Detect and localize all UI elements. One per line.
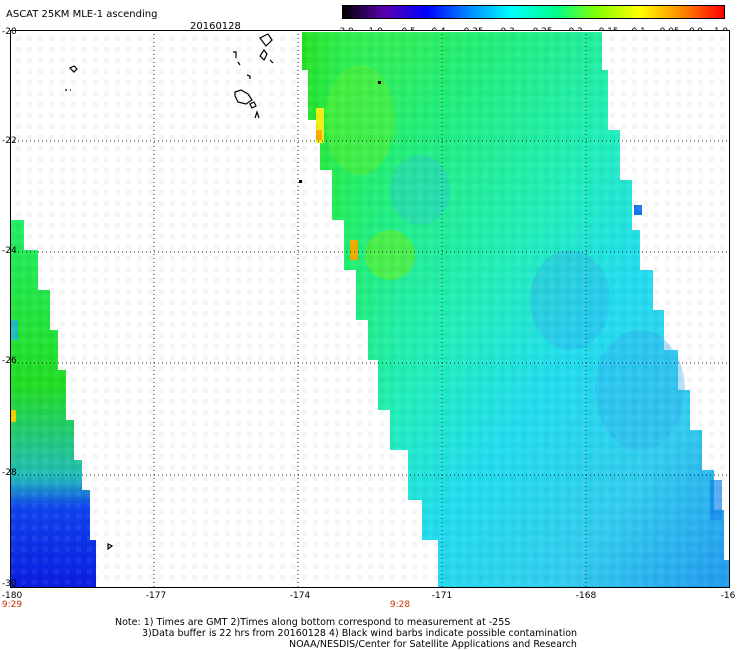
lat-label: -20 bbox=[2, 27, 17, 37]
lon-label: -177 bbox=[145, 591, 167, 601]
lat-label: -24 bbox=[2, 246, 17, 256]
product-title: ASCAT 25KM MLE-1 ascending bbox=[6, 9, 158, 20]
time-label: 9:29 bbox=[1, 600, 23, 610]
lon-label: -16 bbox=[720, 591, 736, 601]
color-scale-bar bbox=[342, 5, 725, 19]
lat-label: -28 bbox=[2, 468, 17, 478]
map-frame bbox=[10, 30, 730, 588]
map-plot-area bbox=[10, 30, 730, 588]
island-marker bbox=[378, 81, 381, 84]
footnote-line-2: 3)Data buffer is 22 hrs from 20160128 4)… bbox=[142, 628, 578, 639]
lon-label: -180 bbox=[1, 591, 23, 601]
island-marker bbox=[299, 180, 302, 183]
lat-label: -30 bbox=[2, 579, 17, 589]
lat-label: -22 bbox=[2, 136, 17, 146]
lon-label: -174 bbox=[289, 591, 311, 601]
footnote-line-1: Note: 1) Times are GMT 2)Times along bot… bbox=[115, 617, 511, 628]
lat-label: -26 bbox=[2, 356, 17, 366]
island-outlines bbox=[65, 33, 274, 551]
graticule bbox=[10, 30, 730, 588]
footnote-credit: NOAA/NESDIS/Center for Satellite Applica… bbox=[289, 639, 577, 650]
lon-label: -168 bbox=[575, 591, 597, 601]
lon-label: -171 bbox=[431, 591, 453, 601]
product-date: 20160128 bbox=[190, 21, 241, 32]
time-label: 9:28 bbox=[389, 600, 411, 610]
field-texture bbox=[10, 30, 730, 588]
